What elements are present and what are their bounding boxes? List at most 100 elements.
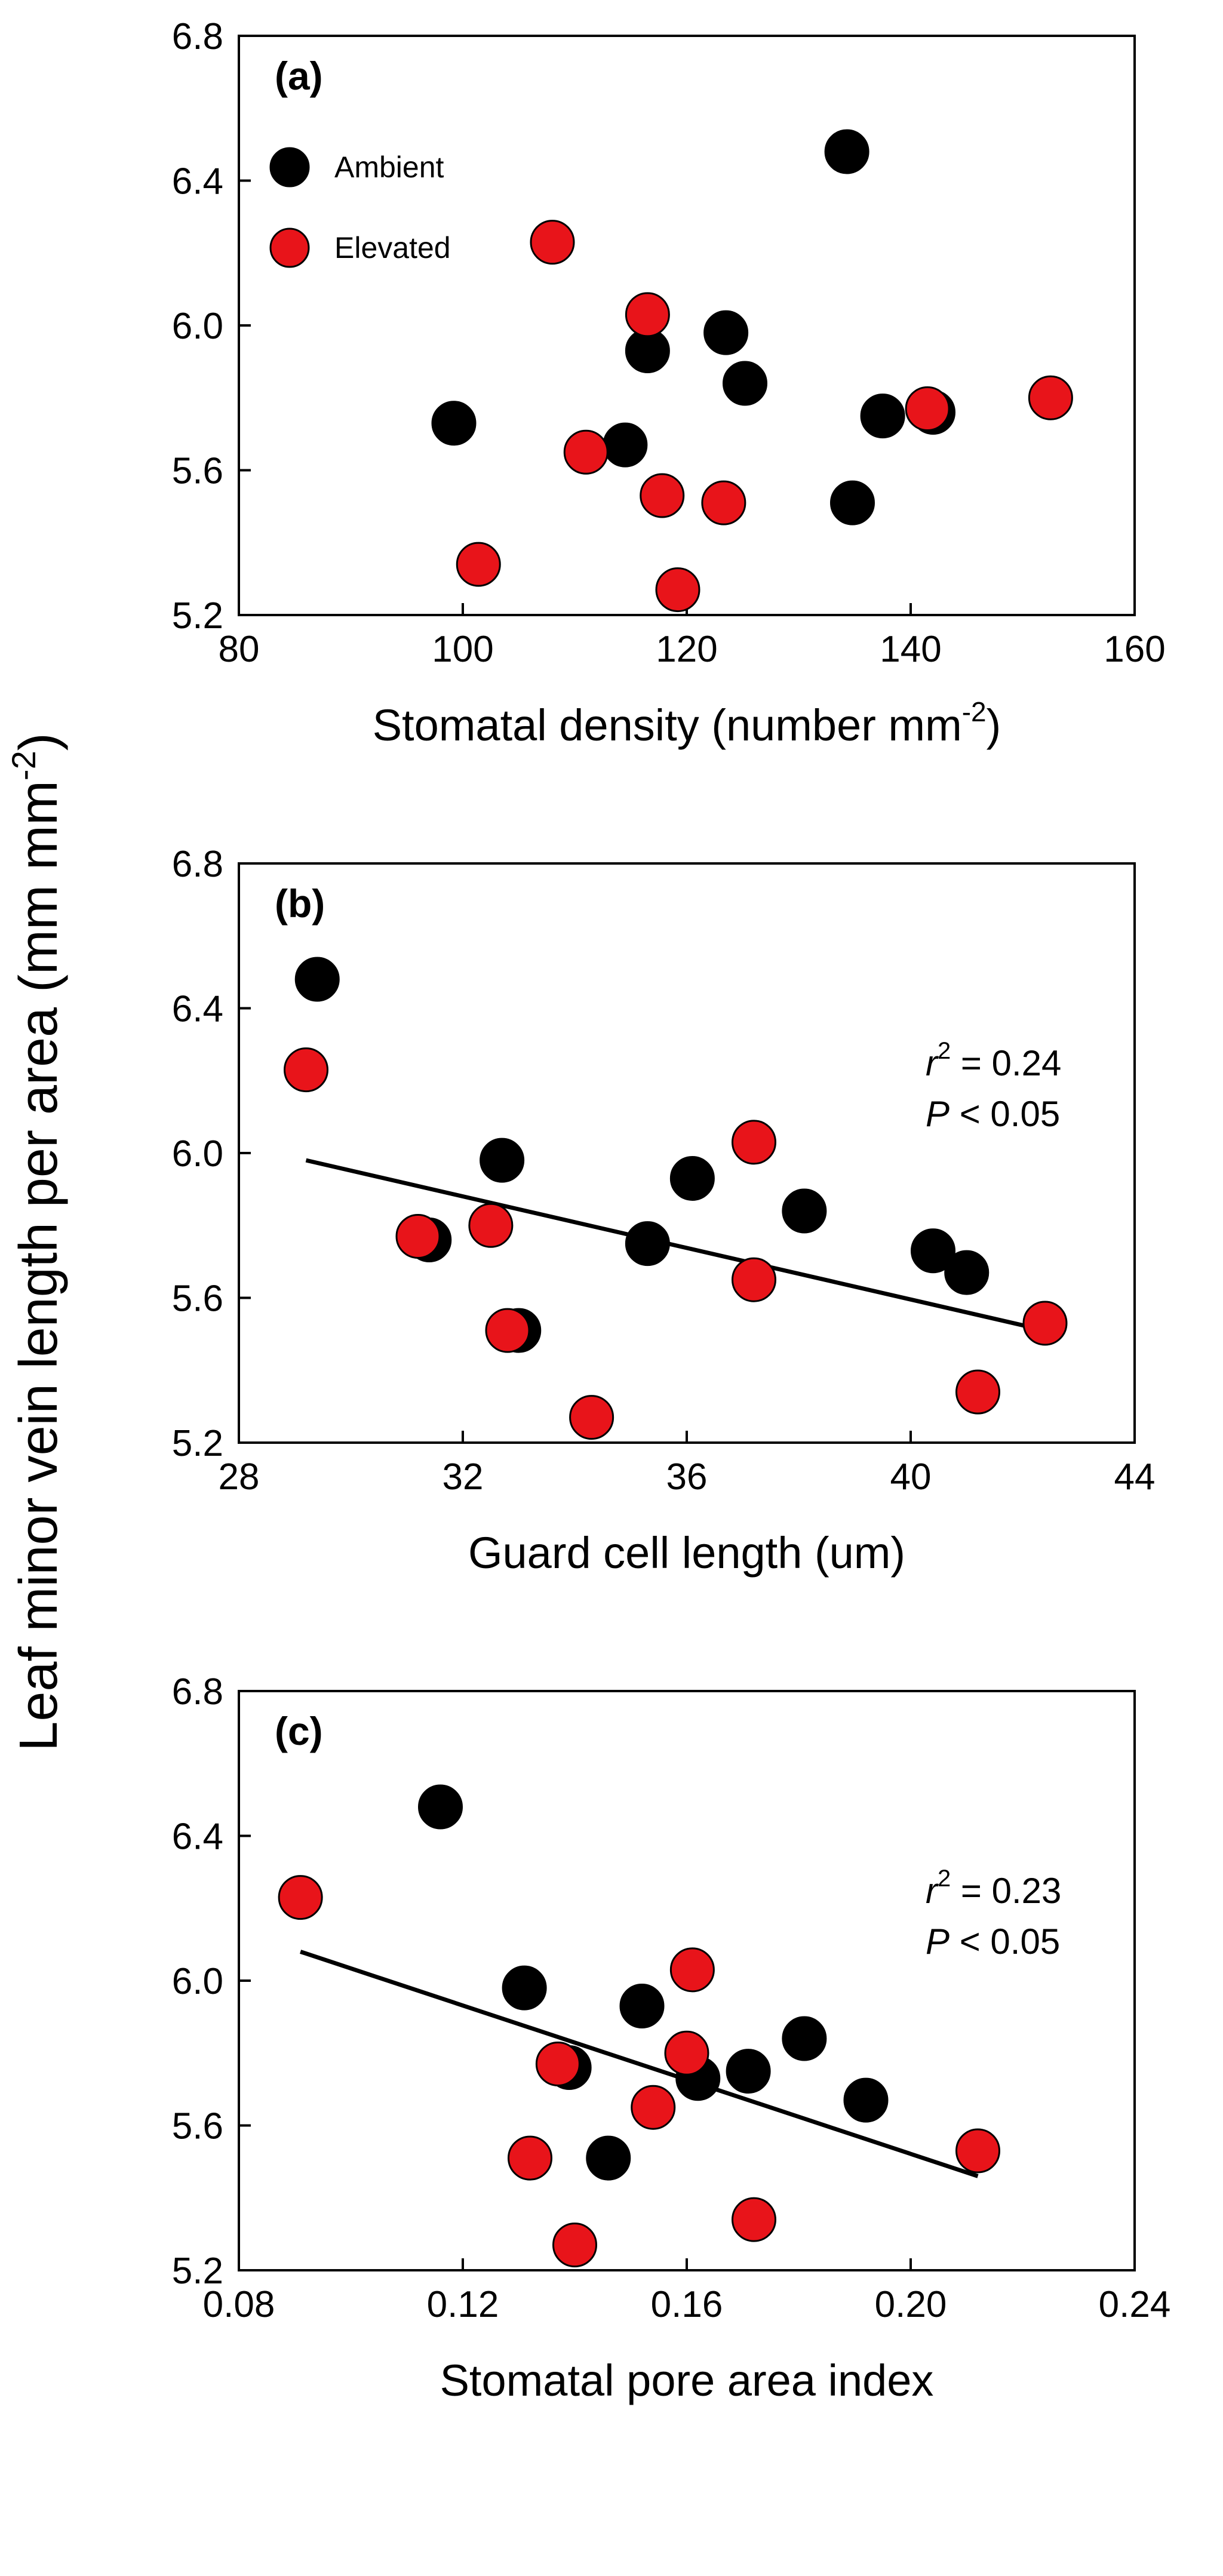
data-point-ambient-b xyxy=(944,1250,990,1295)
data-point-elevated-c xyxy=(732,2197,776,2242)
y-tick-label-c: 6.4 xyxy=(172,1816,223,1858)
data-point-elevated-c xyxy=(669,1947,715,1993)
data-point-ambient-c xyxy=(502,1965,547,2011)
regression-line-b xyxy=(305,1158,1046,1333)
x-axis-label-a: Stomatal density (number mm-2) xyxy=(373,696,1001,750)
legend-label-elevated: Elevated xyxy=(334,231,451,265)
data-point-ambient-a xyxy=(830,480,875,525)
y-tick-label-b: 6.4 xyxy=(172,989,223,1030)
y-tick-label-a: 6.4 xyxy=(172,161,223,202)
x-tick-label-c: 0.24 xyxy=(1099,2284,1171,2325)
y-tick-label-a: 5.2 xyxy=(172,595,223,637)
panel-label-a: (a) xyxy=(275,54,323,98)
p-symbol-b: P xyxy=(926,1094,949,1134)
data-point-ambient-b xyxy=(669,1155,715,1201)
data-point-elevated-c xyxy=(552,2223,597,2268)
data-point-ambient-b xyxy=(625,1221,670,1267)
x-axis-label-end-a: ) xyxy=(987,700,1001,750)
data-point-elevated-a xyxy=(563,429,609,475)
data-point-elevated-c xyxy=(664,2030,709,2076)
x-axis-label-superscript-a: -2 xyxy=(962,696,987,727)
data-point-ambient-b xyxy=(294,957,340,1002)
regression-stats-b: r2 = 0.24P < 0.05 xyxy=(926,1038,1061,1134)
x-tick-label-a: 120 xyxy=(656,629,717,670)
legend-marker-elevated xyxy=(269,228,310,268)
x-tick-label-c: 0.20 xyxy=(875,2284,947,2325)
r-squared-value-c: = 0.23 xyxy=(951,1871,1061,1911)
data-point-elevated-c xyxy=(631,2085,676,2130)
x-axis-label-main-b: Guard cell length (um) xyxy=(468,1528,905,1578)
data-point-elevated-b xyxy=(395,1213,441,1259)
data-point-elevated-a xyxy=(625,292,670,337)
p-value-text-c: P < 0.05 xyxy=(926,1922,1060,1962)
data-point-elevated-c xyxy=(278,1875,323,1920)
r-symbol-b: r xyxy=(926,1043,939,1083)
panel-label-c: (c) xyxy=(275,1709,323,1753)
data-point-elevated-b xyxy=(485,1308,530,1353)
y-tick-label-b: 5.6 xyxy=(172,1278,223,1320)
y-tick-label-b: 5.2 xyxy=(172,1423,223,1464)
data-point-elevated-b xyxy=(569,1395,614,1440)
p-value-b: < 0.05 xyxy=(949,1094,1060,1134)
y-tick-label-c: 5.2 xyxy=(172,2251,223,2292)
chart-panel-c: 0.08 0.12 0.16 0.20 0.24 5.2 5.6 6.0 6.4 6.8 (c) St… xyxy=(172,1671,1171,2405)
shared-y-axis-label-end: ) xyxy=(9,733,69,751)
data-point-ambient-b xyxy=(911,1228,955,1274)
r-squared-text-c: r2 = 0.23 xyxy=(926,1865,1061,1911)
y-tick-label-b: 6.8 xyxy=(172,844,223,885)
data-point-elevated-b xyxy=(732,1120,776,1165)
chart-panel-b: 28 32 36 40 44 5.2 5.6 6.0 6.4 6.8 (b) Guard cell l… xyxy=(172,844,1156,1578)
r-squared-value-b: = 0.24 xyxy=(951,1043,1061,1083)
panel-label-b: (b) xyxy=(275,881,325,926)
data-point-elevated-b xyxy=(955,1369,1000,1415)
p-value-c: < 0.05 xyxy=(949,1922,1060,1962)
x-tick-label-c: 0.16 xyxy=(651,2284,723,2325)
x-axis-label-main-c: Stomatal pore area index xyxy=(440,2356,934,2405)
data-point-ambient-a xyxy=(703,310,749,355)
x-tick-label-c: 0.12 xyxy=(427,2284,499,2325)
data-point-elevated-a xyxy=(640,473,685,518)
x-tick-label-b: 44 xyxy=(1114,1456,1156,1498)
plot-frame-b xyxy=(238,862,1136,1444)
x-tick-label-b: 40 xyxy=(890,1456,932,1498)
x-tick-label-a: 80 xyxy=(219,629,260,670)
data-point-ambient-c xyxy=(619,1983,665,2028)
data-point-ambient-c xyxy=(782,2016,827,2061)
x-tick-label-b: 28 xyxy=(219,1456,260,1498)
shared-y-axis-label-superscript: -2 xyxy=(5,751,42,780)
x-tick-label-a: 140 xyxy=(880,629,941,670)
legend-marker-ambient xyxy=(269,147,310,187)
shared-y-axis-label: Leaf minor vein length per area (mm mm-2… xyxy=(5,733,69,1751)
data-point-ambient-b xyxy=(480,1138,525,1183)
r-symbol-c: r xyxy=(926,1871,939,1911)
data-point-ambient-a xyxy=(860,394,905,439)
data-point-elevated-b xyxy=(1022,1301,1068,1346)
data-point-ambient-c xyxy=(726,2049,771,2094)
shared-y-axis-label-main: Leaf minor vein length per area (mm mm xyxy=(9,780,69,1751)
p-symbol-c: P xyxy=(926,1922,949,1962)
r-squared-superscript-c: 2 xyxy=(938,1865,951,1892)
data-point-elevated-c xyxy=(508,2135,552,2181)
data-point-elevated-a xyxy=(905,386,950,431)
data-point-ambient-c xyxy=(418,1784,463,1830)
x-axis-label-b: Guard cell length (um) xyxy=(468,1528,905,1578)
x-axis-label-c: Stomatal pore area index xyxy=(440,2356,934,2405)
r-squared-superscript-b: 2 xyxy=(938,1038,951,1064)
legend-label-ambient: Ambient xyxy=(334,150,444,184)
data-point-ambient-a xyxy=(824,129,869,174)
data-point-elevated-c xyxy=(955,2128,1000,2174)
y-tick-label-a: 6.0 xyxy=(172,306,223,347)
x-tick-label-a: 100 xyxy=(432,629,493,670)
regression-stats-c: r2 = 0.23P < 0.05 xyxy=(926,1865,1061,1962)
data-point-elevated-a xyxy=(1028,375,1073,420)
y-tick-label-b: 6.0 xyxy=(172,1133,223,1175)
data-point-elevated-a xyxy=(701,480,746,525)
data-point-elevated-a xyxy=(456,542,501,587)
data-point-ambient-a xyxy=(723,361,767,406)
data-point-ambient-c xyxy=(586,2135,631,2181)
data-point-elevated-b xyxy=(284,1047,328,1093)
data-point-elevated-c xyxy=(535,2041,580,2086)
data-point-elevated-a xyxy=(530,220,575,265)
regression-line-c xyxy=(300,1950,979,2178)
